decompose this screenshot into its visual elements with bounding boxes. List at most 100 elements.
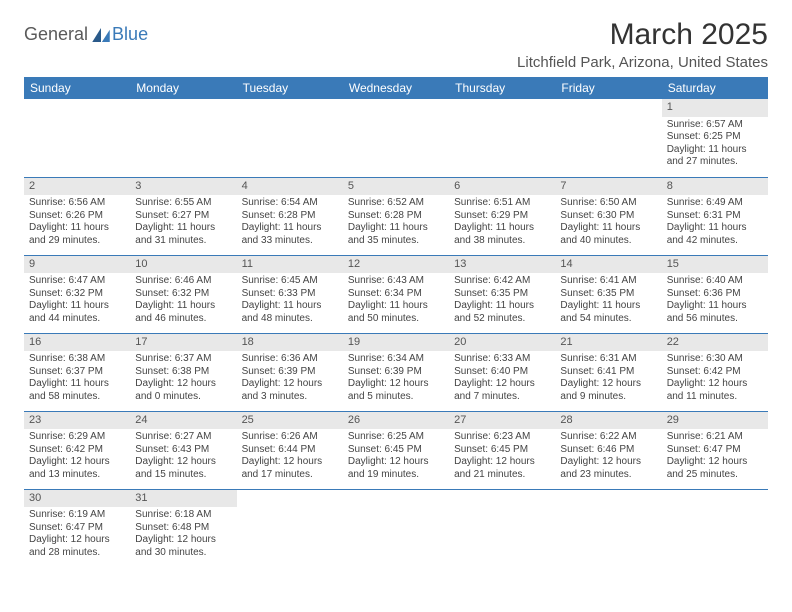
sunrise-line: Sunrise: 6:47 AM — [29, 275, 125, 288]
daylight-line: Daylight: 11 hours — [454, 300, 550, 313]
sunrise-line: Sunrise: 6:54 AM — [242, 197, 338, 210]
calendar-cell: 30Sunrise: 6:19 AMSunset: 6:47 PMDayligh… — [24, 489, 130, 567]
daylight-line-2: and 48 minutes. — [242, 313, 338, 326]
daylight-line: Daylight: 12 hours — [135, 456, 231, 469]
calendar-cell: 1Sunrise: 6:57 AMSunset: 6:25 PMDaylight… — [662, 99, 768, 177]
daylight-line: Daylight: 12 hours — [242, 378, 338, 391]
calendar-cell: 2Sunrise: 6:56 AMSunset: 6:26 PMDaylight… — [24, 177, 130, 255]
sunset-line: Sunset: 6:32 PM — [29, 288, 125, 301]
daylight-line: Daylight: 12 hours — [667, 378, 763, 391]
daylight-line-2: and 17 minutes. — [242, 469, 338, 482]
daylight-line: Daylight: 11 hours — [135, 222, 231, 235]
day-number: 31 — [130, 490, 236, 508]
sunset-line: Sunset: 6:46 PM — [560, 444, 656, 457]
calendar-cell: 24Sunrise: 6:27 AMSunset: 6:43 PMDayligh… — [130, 411, 236, 489]
daylight-line: Daylight: 11 hours — [29, 222, 125, 235]
sunset-line: Sunset: 6:40 PM — [454, 366, 550, 379]
calendar-cell: 20Sunrise: 6:33 AMSunset: 6:40 PMDayligh… — [449, 333, 555, 411]
calendar-row: 9Sunrise: 6:47 AMSunset: 6:32 PMDaylight… — [24, 255, 768, 333]
daylight-line-2: and 44 minutes. — [29, 313, 125, 326]
daylight-line-2: and 25 minutes. — [667, 469, 763, 482]
calendar-cell: 19Sunrise: 6:34 AMSunset: 6:39 PMDayligh… — [343, 333, 449, 411]
daylight-line: Daylight: 12 hours — [454, 456, 550, 469]
day-number: 11 — [237, 256, 343, 274]
day-number: 8 — [662, 178, 768, 196]
daylight-line-2: and 40 minutes. — [560, 235, 656, 248]
calendar-cell: 11Sunrise: 6:45 AMSunset: 6:33 PMDayligh… — [237, 255, 343, 333]
sunrise-line: Sunrise: 6:31 AM — [560, 353, 656, 366]
calendar-cell — [555, 489, 661, 567]
daylight-line-2: and 7 minutes. — [454, 391, 550, 404]
sunrise-line: Sunrise: 6:40 AM — [667, 275, 763, 288]
calendar-cell: 12Sunrise: 6:43 AMSunset: 6:34 PMDayligh… — [343, 255, 449, 333]
daylight-line: Daylight: 11 hours — [560, 300, 656, 313]
daylight-line: Daylight: 12 hours — [454, 378, 550, 391]
calendar-cell: 25Sunrise: 6:26 AMSunset: 6:44 PMDayligh… — [237, 411, 343, 489]
sunset-line: Sunset: 6:29 PM — [454, 210, 550, 223]
daylight-line-2: and 27 minutes. — [667, 156, 763, 169]
sunset-line: Sunset: 6:43 PM — [135, 444, 231, 457]
daylight-line: Daylight: 11 hours — [29, 300, 125, 313]
calendar-cell — [343, 489, 449, 567]
day-number: 6 — [449, 178, 555, 196]
calendar-cell: 31Sunrise: 6:18 AMSunset: 6:48 PMDayligh… — [130, 489, 236, 567]
sunset-line: Sunset: 6:42 PM — [667, 366, 763, 379]
sunset-line: Sunset: 6:30 PM — [560, 210, 656, 223]
day-number: 1 — [662, 99, 768, 117]
weekday-header: Wednesday — [343, 77, 449, 99]
calendar-cell — [24, 99, 130, 177]
daylight-line-2: and 13 minutes. — [29, 469, 125, 482]
calendar-cell: 17Sunrise: 6:37 AMSunset: 6:38 PMDayligh… — [130, 333, 236, 411]
calendar-cell — [449, 489, 555, 567]
sunset-line: Sunset: 6:38 PM — [135, 366, 231, 379]
sunrise-line: Sunrise: 6:36 AM — [242, 353, 338, 366]
daylight-line: Daylight: 12 hours — [29, 456, 125, 469]
calendar-cell: 22Sunrise: 6:30 AMSunset: 6:42 PMDayligh… — [662, 333, 768, 411]
daylight-line-2: and 46 minutes. — [135, 313, 231, 326]
day-number: 9 — [24, 256, 130, 274]
daylight-line-2: and 19 minutes. — [348, 469, 444, 482]
sunset-line: Sunset: 6:47 PM — [29, 522, 125, 535]
sunrise-line: Sunrise: 6:22 AM — [560, 431, 656, 444]
daylight-line: Daylight: 12 hours — [135, 534, 231, 547]
logo-text-general: General — [24, 24, 88, 45]
day-number: 28 — [555, 412, 661, 430]
daylight-line: Daylight: 11 hours — [667, 300, 763, 313]
sunset-line: Sunset: 6:37 PM — [29, 366, 125, 379]
sunrise-line: Sunrise: 6:34 AM — [348, 353, 444, 366]
calendar-cell: 5Sunrise: 6:52 AMSunset: 6:28 PMDaylight… — [343, 177, 449, 255]
sunset-line: Sunset: 6:42 PM — [29, 444, 125, 457]
sunset-line: Sunset: 6:31 PM — [667, 210, 763, 223]
calendar-cell: 7Sunrise: 6:50 AMSunset: 6:30 PMDaylight… — [555, 177, 661, 255]
day-number: 12 — [343, 256, 449, 274]
logo-text-blue: Blue — [112, 24, 148, 45]
calendar-cell: 18Sunrise: 6:36 AMSunset: 6:39 PMDayligh… — [237, 333, 343, 411]
calendar-body: 1Sunrise: 6:57 AMSunset: 6:25 PMDaylight… — [24, 99, 768, 567]
sunset-line: Sunset: 6:44 PM — [242, 444, 338, 457]
calendar-cell — [343, 99, 449, 177]
day-number: 14 — [555, 256, 661, 274]
day-number: 7 — [555, 178, 661, 196]
weekday-header: Friday — [555, 77, 661, 99]
calendar-cell: 6Sunrise: 6:51 AMSunset: 6:29 PMDaylight… — [449, 177, 555, 255]
daylight-line: Daylight: 12 hours — [348, 456, 444, 469]
sunset-line: Sunset: 6:28 PM — [242, 210, 338, 223]
sunrise-line: Sunrise: 6:51 AM — [454, 197, 550, 210]
calendar-row: 16Sunrise: 6:38 AMSunset: 6:37 PMDayligh… — [24, 333, 768, 411]
sunset-line: Sunset: 6:47 PM — [667, 444, 763, 457]
daylight-line: Daylight: 12 hours — [560, 378, 656, 391]
daylight-line-2: and 50 minutes. — [348, 313, 444, 326]
sunrise-line: Sunrise: 6:23 AM — [454, 431, 550, 444]
day-number: 10 — [130, 256, 236, 274]
weekday-header: Tuesday — [237, 77, 343, 99]
sunrise-line: Sunrise: 6:29 AM — [29, 431, 125, 444]
sunrise-line: Sunrise: 6:33 AM — [454, 353, 550, 366]
sunset-line: Sunset: 6:35 PM — [560, 288, 656, 301]
weekday-header: Thursday — [449, 77, 555, 99]
day-number: 3 — [130, 178, 236, 196]
day-number: 19 — [343, 334, 449, 352]
calendar-cell: 13Sunrise: 6:42 AMSunset: 6:35 PMDayligh… — [449, 255, 555, 333]
header: General Blue March 2025 Litchfield Park,… — [24, 18, 768, 71]
daylight-line-2: and 15 minutes. — [135, 469, 231, 482]
logo-sail-icon — [92, 28, 110, 42]
